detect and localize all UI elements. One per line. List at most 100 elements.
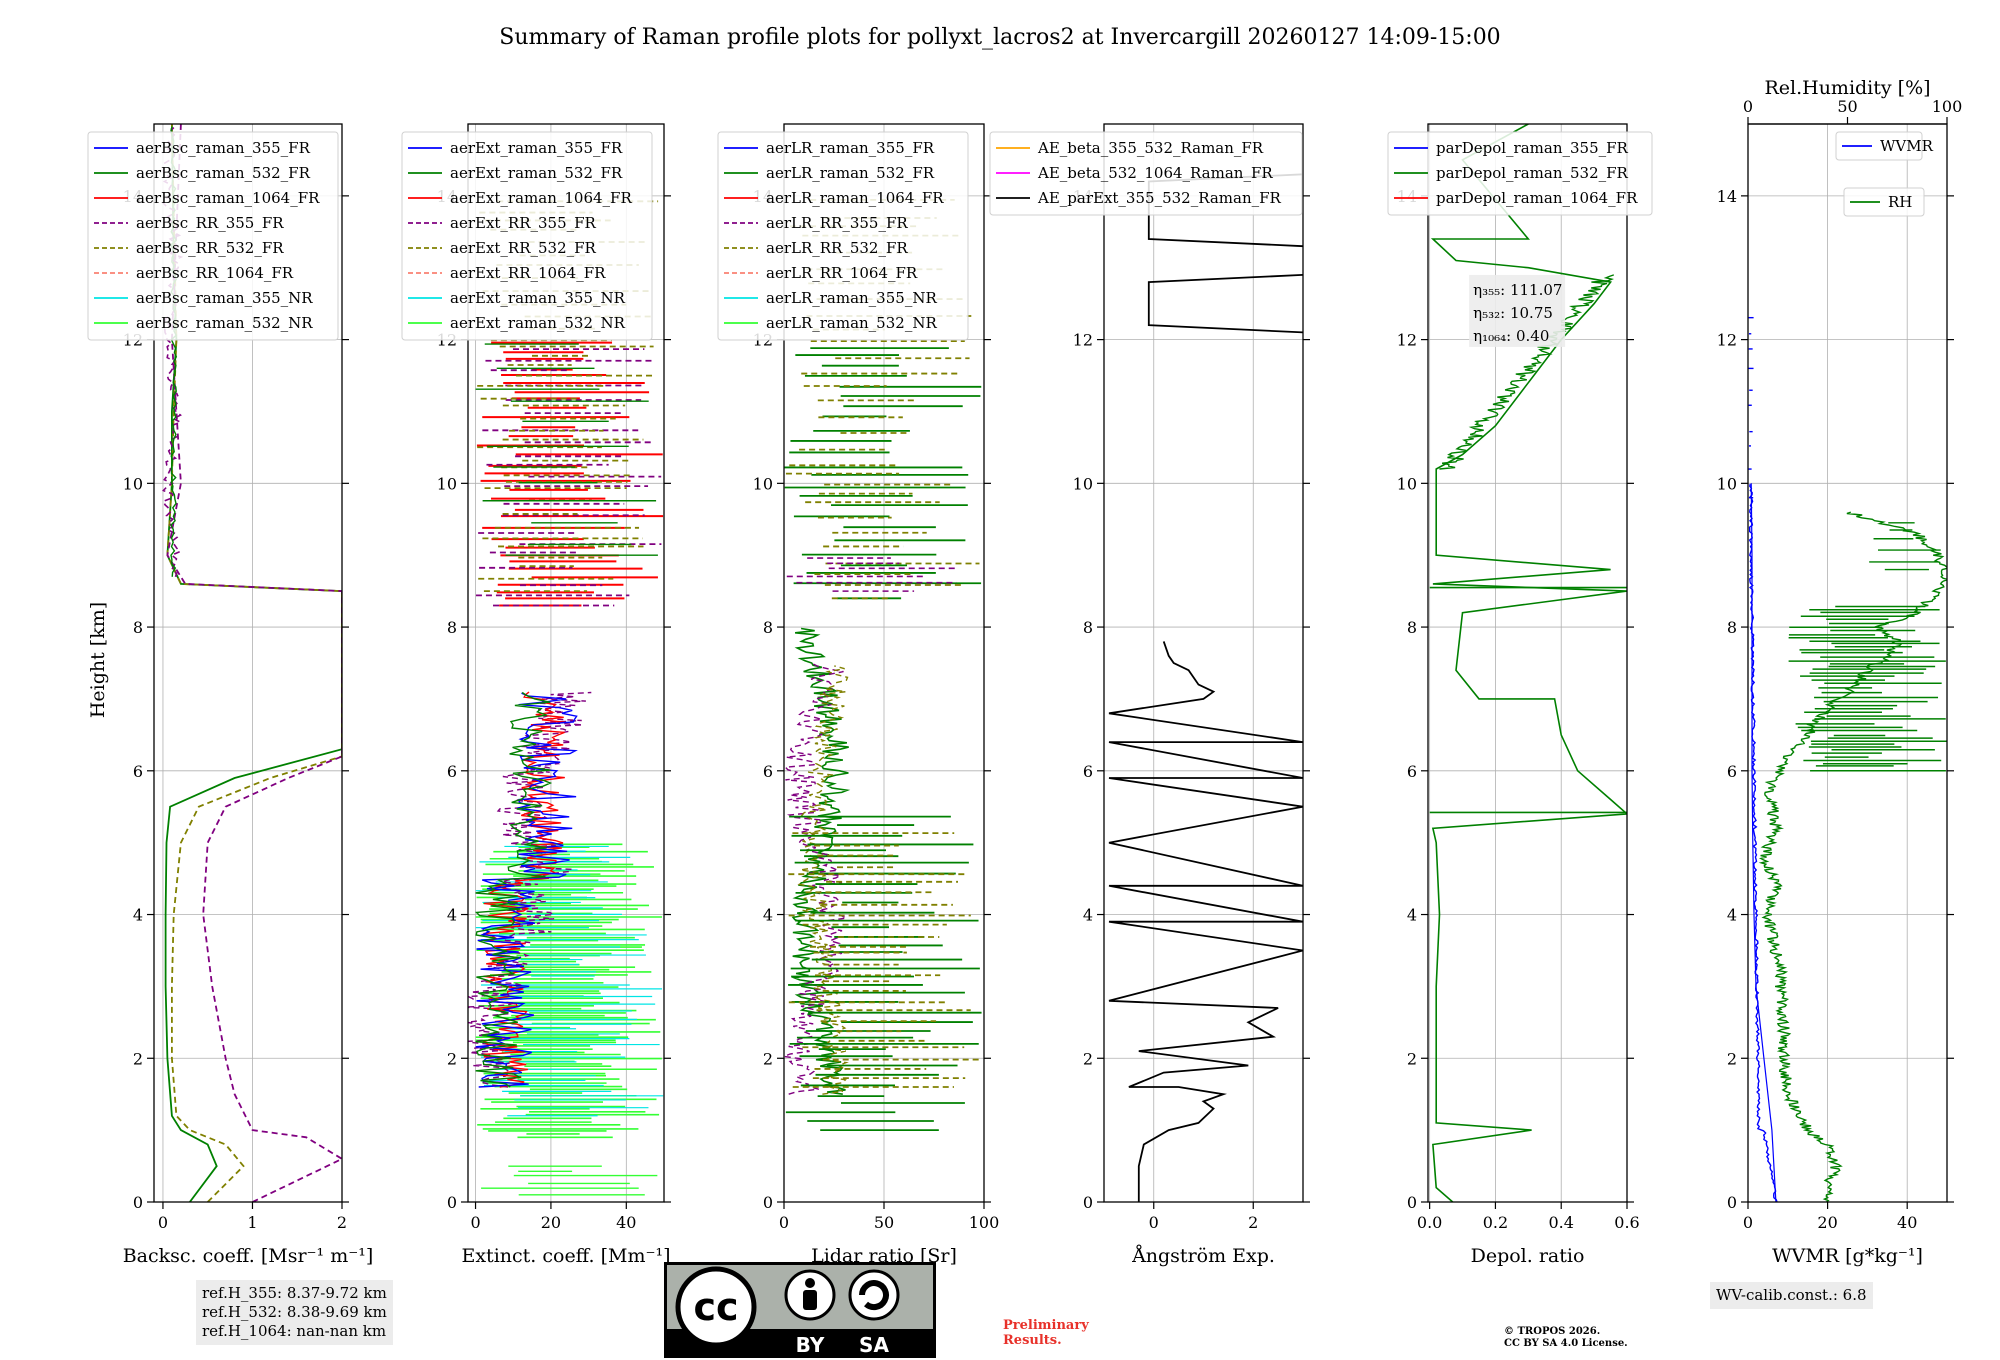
copyright-line-2: CC BY SA 4.0 License. — [1504, 1338, 1628, 1349]
x-tick-label: 40 — [1897, 1213, 1917, 1232]
copyright-line-1: © TROPOS 2026. — [1504, 1326, 1601, 1337]
y-tick-label: 8 — [763, 618, 773, 637]
legend-box — [1835, 131, 1923, 161]
legend-label: aerLR_raman_1064_FR — [766, 189, 944, 207]
by-person-body — [803, 1290, 817, 1310]
eta-symbol: η₃₅₅ — [1473, 281, 1500, 299]
legend-label: aerBsc_raman_355_FR — [136, 139, 311, 157]
legend-box — [87, 131, 339, 341]
legend-label: aerLR_raman_355_NR — [766, 289, 937, 307]
legend-box — [1843, 187, 1925, 217]
y-tick-label: 0 — [447, 1193, 457, 1212]
legend-label: AE_beta_355_532_Raman_FR — [1037, 139, 1264, 157]
copyright-note: © TROPOS 2026. CC BY SA 4.0 License. — [1504, 1326, 1628, 1350]
legend: AE_beta_355_532_Raman_FR AE_beta_532_1064… — [989, 131, 1303, 216]
y-tick-label: 12 — [1073, 331, 1093, 350]
y-tick-label: 4 — [1407, 906, 1417, 925]
panel-3: 02468101214050100Lidar ratio [Sr]aerLR_r… — [717, 123, 999, 1267]
legend-label: parDepol_raman_1064_FR — [1436, 189, 1638, 207]
legend-label: AE_beta_532_1064_Raman_FR — [1037, 164, 1273, 182]
eta-2: η₁₀₆₄: 0.40 — [1473, 327, 1549, 345]
series-aerBsc_RR_355_FR — [166, 124, 342, 1202]
y-tick-label: 2 — [447, 1049, 457, 1068]
legend-label: aerLR_raman_355_FR — [766, 139, 935, 157]
x-axis-label: Depol. ratio — [1471, 1245, 1585, 1267]
axes-frame — [1103, 123, 1304, 1203]
x-tick-label: 0.6 — [1614, 1213, 1639, 1232]
axes-frame — [783, 123, 985, 1203]
eta-sep: : — [1500, 281, 1510, 299]
y-tick-label: 6 — [447, 762, 457, 781]
wvmr-legend: WVMR — [1835, 131, 1934, 161]
wv-calib-note: WV-calib.const.: 6.8 — [1710, 1282, 1873, 1309]
x-tick-label: 0 — [158, 1213, 168, 1232]
x-tick-label: 0 — [470, 1213, 480, 1232]
x-tick-label: 2 — [337, 1213, 347, 1232]
eta-sep: : — [1500, 304, 1510, 322]
ext-532 — [474, 691, 553, 1088]
legend-label: aerLR_raman_532_FR — [766, 164, 935, 182]
axes-frame — [1427, 123, 1628, 1203]
rh-tick-label: 100 — [1932, 97, 1963, 116]
reference-heights-box: ref.H_355: 8.37-9.72 km ref.H_532: 8.38-… — [196, 1280, 393, 1345]
legend: aerLR_raman_355_FR aerLR_raman_532_FR aerL… — [717, 131, 969, 341]
panel-4: 0246810121402Ångström Exp.AE_beta_355_53… — [989, 123, 1310, 1267]
y-tick-label: 8 — [133, 618, 143, 637]
rh-axis-label: Rel.Humidity [%] — [1764, 77, 1930, 99]
preliminary-line-2: Results. — [1003, 1333, 1062, 1348]
y-tick-label: 6 — [1727, 762, 1737, 781]
axes-frame — [467, 123, 665, 1203]
legend-label: aerBsc_RR_1064_FR — [136, 264, 294, 282]
legend-label: WVMR — [1880, 137, 1934, 155]
lr-rr532 — [797, 665, 849, 1095]
y-tick-label: 2 — [763, 1049, 773, 1068]
legend-label: aerLR_RR_355_FR — [766, 214, 908, 232]
refh-1064: ref.H_1064: nan-nan km — [202, 1322, 387, 1340]
pardepol-532 — [1430, 124, 1627, 1202]
legend-label: parDepol_raman_532_FR — [1436, 164, 1629, 182]
x-tick-label: 0.0 — [1417, 1213, 1442, 1232]
y-tick-label: 8 — [1727, 618, 1737, 637]
eta-symbol: η₅₃₂ — [1473, 304, 1500, 322]
legend-label: aerLR_raman_532_NR — [766, 314, 937, 332]
y-tick-label: 8 — [447, 618, 457, 637]
figure-title: Summary of Raman profile plots for polly… — [499, 25, 1500, 50]
y-tick-label: 10 — [1397, 474, 1417, 493]
legend: aerBsc_raman_355_FR aerBsc_raman_532_FRae… — [87, 131, 339, 341]
y-tick-label: 0 — [1083, 1193, 1093, 1212]
y-tick-label: 2 — [1407, 1049, 1417, 1068]
legend-label: aerBsc_raman_532_FR — [136, 164, 311, 182]
eta-0: η₃₅₅: 111.07 — [1473, 281, 1562, 299]
x-axis-label: Lidar ratio [Sr] — [811, 1245, 957, 1267]
x-axis-label: Ångström Exp. — [1131, 1245, 1275, 1267]
eta-1: η₅₃₂: 10.75 — [1473, 304, 1553, 322]
preliminary-note: Preliminary Results. — [1003, 1318, 1089, 1348]
x-tick-label: 20 — [541, 1213, 561, 1232]
y-tick-label: 6 — [763, 762, 773, 781]
axes-frame — [1747, 123, 1948, 1203]
sa-icon — [848, 1269, 900, 1321]
y-tick-label: 10 — [437, 474, 457, 493]
legend-label: aerExt_raman_355_FR — [450, 139, 623, 157]
rh-legend: RH — [1843, 187, 1925, 217]
legend-label: aerExt_RR_355_FR — [450, 214, 597, 232]
ae-parext-high-1 — [1147, 274, 1303, 334]
y-tick-label: 6 — [133, 762, 143, 781]
x-tick-label: 20 — [1817, 1213, 1837, 1232]
plot-area — [784, 124, 984, 1202]
legend-label: AE_parExt_355_532_Raman_FR — [1037, 189, 1282, 207]
panels: 02468101214012Backsc. coeff. [Msr⁻¹ m⁻¹]… — [87, 77, 1963, 1267]
x-axis-label: WVMR [g*kg⁻¹] — [1772, 1245, 1923, 1267]
y-tick-label: 12 — [1717, 331, 1737, 350]
cc-icon-text: cc — [693, 1285, 738, 1329]
sa-icon-arrow — [859, 1280, 889, 1311]
eta-box — [1469, 274, 1566, 347]
wvmr — [1750, 483, 1777, 1202]
x-axis-label: Backsc. coeff. [Msr⁻¹ m⁻¹] — [123, 1245, 374, 1267]
legend-box — [989, 131, 1303, 216]
y-tick-label: 2 — [1727, 1049, 1737, 1068]
y-tick-label: 0 — [1407, 1193, 1417, 1212]
legend-label: aerExt_raman_1064_FR — [450, 189, 632, 207]
pardepol-532-cirrus — [1439, 274, 1615, 470]
